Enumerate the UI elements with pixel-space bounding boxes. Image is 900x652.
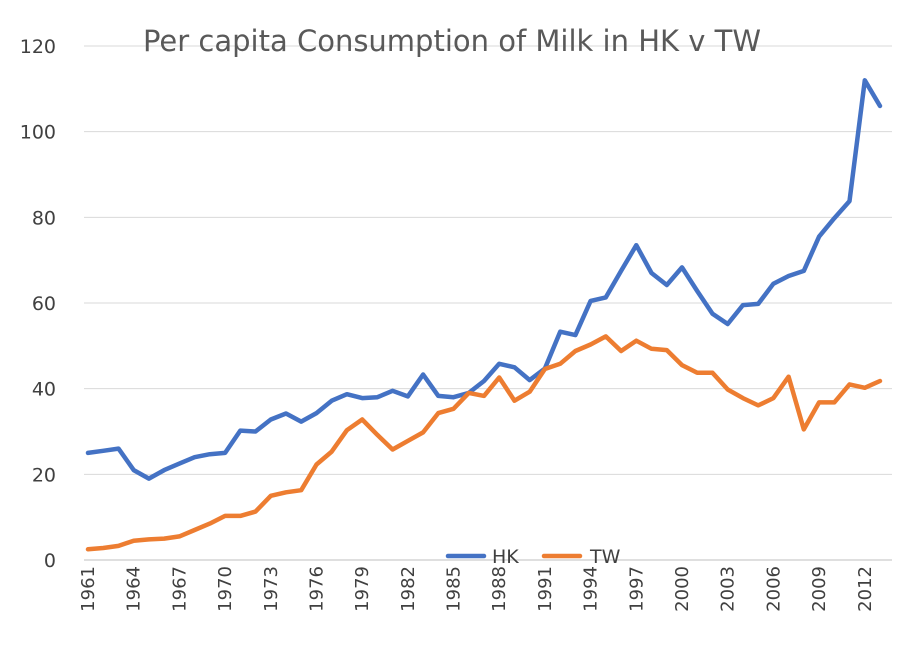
series-line-tw — [85, 334, 883, 552]
x-tick-label: 2012 — [855, 566, 876, 612]
legend-label-hk: HK — [492, 546, 519, 568]
x-tick-label: 1991 — [535, 566, 556, 612]
x-tick-label: 1982 — [398, 566, 419, 612]
x-tick-label: 2003 — [718, 566, 739, 612]
x-tick-label: 1961 — [78, 566, 99, 612]
x-axis-ticks: 1961 1964 1967 1970 1973 1976 1979 1982 1985 1988… — [78, 566, 876, 612]
y-tick-label: 0 — [44, 550, 56, 572]
x-tick-label: 1976 — [306, 566, 327, 612]
x-tick-label: 2009 — [809, 566, 830, 612]
x-tick-label: 1973 — [261, 566, 282, 612]
x-tick-label: 1979 — [352, 566, 373, 612]
x-tick-label: 1985 — [444, 566, 465, 612]
gridlines — [84, 45, 892, 561]
x-tick-label: 2006 — [763, 566, 784, 612]
y-tick-label: 20 — [32, 464, 56, 486]
x-tick-label: 1988 — [489, 566, 510, 612]
x-tick-label: 2000 — [672, 566, 693, 612]
y-axis-ticks: 0 20 40 60 80 100 120 — [20, 36, 56, 572]
x-tick-label: 1964 — [124, 566, 145, 612]
chart-title: Per capita Consumption of Milk in HK v T… — [143, 24, 761, 58]
y-tick-label: 100 — [20, 122, 56, 144]
y-tick-label: 60 — [32, 293, 56, 315]
x-tick-label: 1970 — [215, 566, 236, 612]
y-tick-label: 40 — [32, 379, 56, 401]
y-tick-label: 80 — [32, 207, 56, 229]
x-tick-label: 1994 — [581, 566, 602, 612]
x-tick-label: 1997 — [626, 566, 647, 612]
series-lines — [85, 78, 883, 552]
series-line-hk — [85, 78, 883, 481]
x-tick-label: 1967 — [169, 566, 190, 612]
y-tick-label: 120 — [20, 36, 56, 58]
legend: HK TW — [445, 546, 621, 568]
legend-label-tw: TW — [589, 546, 621, 568]
